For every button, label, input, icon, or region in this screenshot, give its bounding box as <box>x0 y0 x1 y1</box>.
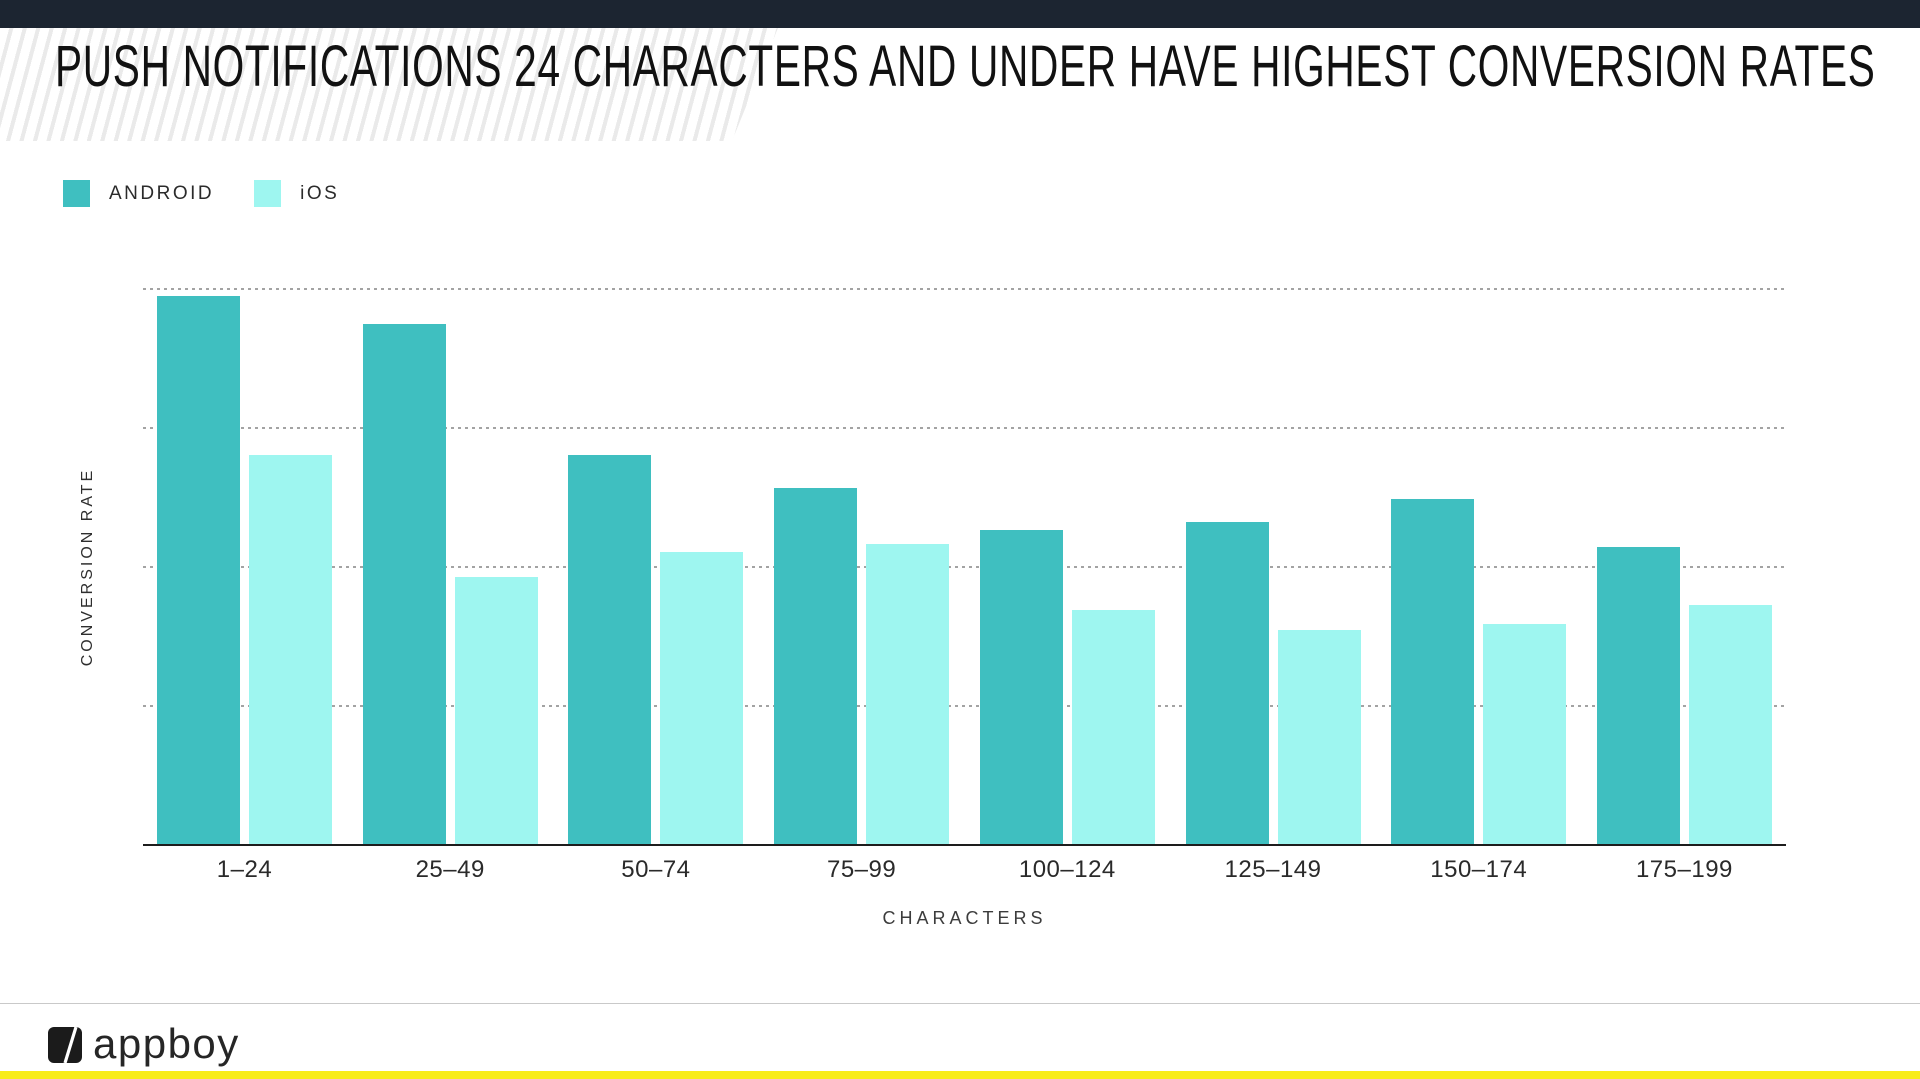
bottom-accent-bar <box>0 1071 1920 1079</box>
bar-ios-1-24 <box>249 454 332 844</box>
x-axis-label-100-124: 100–124 <box>1018 856 1116 883</box>
bar-group-1-24 <box>157 288 332 844</box>
x-axis-label-150-174: 150–174 <box>1430 856 1528 883</box>
bar-android-175-199 <box>1596 546 1680 844</box>
bar-group-175-199 <box>1596 288 1772 844</box>
bar-group-25-49 <box>362 288 538 844</box>
gridline-25 <box>143 705 1786 707</box>
bar-android-150-174 <box>1391 499 1475 844</box>
bar-ios-75-99 <box>866 543 950 844</box>
gridline-50 <box>143 566 1786 568</box>
bar-android-1-24 <box>157 296 240 844</box>
bar-ios-100-124 <box>1071 610 1155 844</box>
x-axis-label-125-149: 125–149 <box>1224 856 1322 883</box>
bar-android-100-124 <box>979 529 1063 844</box>
bar-ios-175-199 <box>1688 604 1772 844</box>
bar-ios-25-49 <box>454 577 538 844</box>
page-title: PUSH NOTIFICATIONS 24 CHARACTERS AND UND… <box>55 34 1876 99</box>
bar-group-75-99 <box>774 288 950 844</box>
bar-group-125-149 <box>1185 288 1361 844</box>
bar-android-50-74 <box>568 454 652 844</box>
y-axis-title: CONVERSION RATE <box>79 467 96 667</box>
bar-android-125-149 <box>1185 521 1269 844</box>
x-axis-label-175-199: 175–199 <box>1635 856 1733 883</box>
footer-divider <box>0 1003 1920 1004</box>
gridline-75 <box>143 427 1786 429</box>
bar-group-50-74 <box>568 288 744 844</box>
appboy-wordmark: appboy <box>93 1020 240 1067</box>
x-axis-label-75-99: 75–99 <box>826 856 897 883</box>
top-accent-bar <box>0 0 1920 28</box>
bar-ios-125-149 <box>1277 629 1361 844</box>
legend: ANDROID iOS <box>63 180 339 207</box>
ios-legend-swatch-icon <box>254 180 282 207</box>
bar-chart-plot-area <box>143 288 1786 846</box>
legend-label-ios: iOS <box>300 182 340 204</box>
x-axis-title: CHARACTERS <box>882 908 1047 928</box>
appboy-logo-icon <box>48 1026 82 1063</box>
x-axis-label-1-24: 1–24 <box>216 856 273 883</box>
gridline-100 <box>143 288 1786 290</box>
legend-label-android: ANDROID <box>109 182 215 204</box>
title-hatch-decoration <box>0 28 778 141</box>
x-axis-labels: 1–24 25–49 50–74 75–99 100–124 125–149 150–174… <box>143 856 1786 884</box>
bar-ios-150-174 <box>1483 624 1567 844</box>
x-axis-label-25-49: 25–49 <box>415 856 485 883</box>
legend-item-ios: iOS <box>254 180 339 207</box>
x-axis-label-50-74: 50–74 <box>621 856 691 883</box>
appboy-logo: appboy <box>48 1020 240 1068</box>
bar-group-150-174 <box>1391 288 1567 844</box>
bar-group-100-124 <box>979 288 1155 844</box>
bar-android-75-99 <box>774 488 858 844</box>
bars-container <box>143 288 1786 844</box>
bar-android-25-49 <box>362 324 446 844</box>
legend-item-android: ANDROID <box>63 180 214 207</box>
android-legend-swatch-icon <box>63 180 90 207</box>
bar-ios-50-74 <box>660 552 744 844</box>
